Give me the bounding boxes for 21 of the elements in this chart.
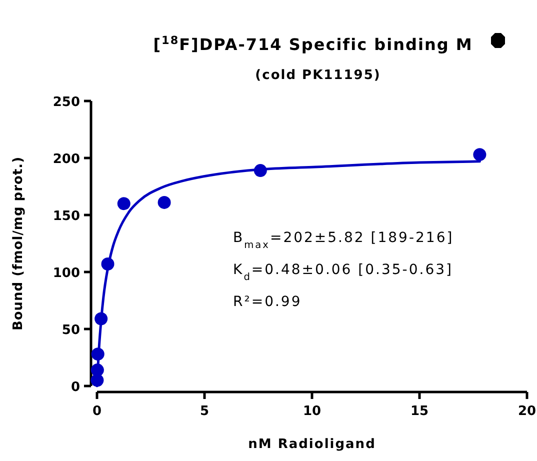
point — [158, 196, 171, 209]
y-tick-label: 250 — [52, 95, 80, 110]
x-tick-label: 15 — [410, 404, 429, 419]
x-tick-label: 20 — [518, 404, 536, 419]
point — [117, 197, 130, 210]
point — [473, 148, 486, 162]
y-axis-title: Bound (fmol/mg prot.) — [11, 156, 26, 331]
x-axis-title: nM Radioligand — [248, 437, 376, 452]
annotation: K$_{d}$=0.48±0.06 [0.35-0.63] — [233, 262, 453, 282]
y-tick-label: 100 — [52, 266, 80, 281]
y-tick-label: 150 — [52, 209, 80, 224]
x-tick-label: 5 — [200, 404, 210, 419]
annotation: B$_{max}$=202±5.82 [189-216] — [233, 230, 454, 250]
x-tick-label: 0 — [92, 404, 102, 419]
chart-subtitle: (cold PK11195) — [255, 68, 381, 83]
y-tick-label: 200 — [52, 152, 80, 167]
y-tick-label: 0 — [70, 380, 80, 395]
annotation: R²=0.99 — [233, 294, 302, 310]
chart-title: [$^{18}$F]DPA-714 Specific binding M — [153, 34, 473, 54]
x-tick-label: 10 — [302, 404, 322, 419]
y-tick-label: 50 — [62, 323, 80, 338]
